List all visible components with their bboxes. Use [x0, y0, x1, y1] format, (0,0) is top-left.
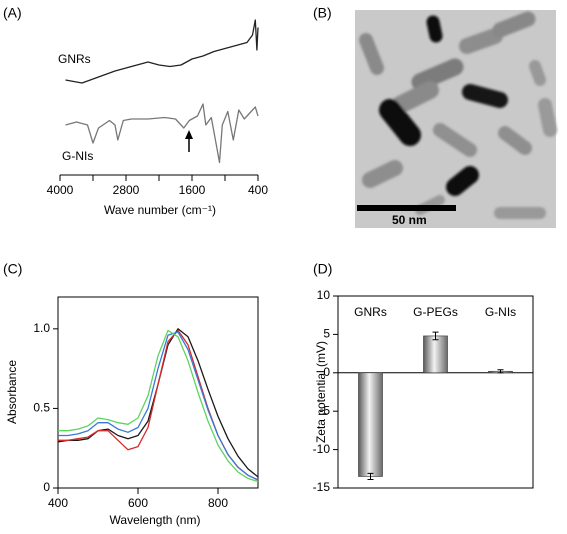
arrow — [185, 130, 193, 152]
error-bar — [367, 472, 374, 481]
y-tick-label: 0 — [43, 480, 50, 494]
x-tick-label: 400 — [248, 183, 268, 197]
panel-label: (A) — [3, 5, 22, 21]
y-tick-label: 0.5 — [33, 401, 50, 415]
series-line — [58, 331, 259, 481]
series-line — [65, 19, 259, 84]
y-tick-label: -10 — [313, 442, 331, 456]
x-tick-label: 600 — [128, 496, 148, 510]
x-axis-label: Wavelength (nm) — [110, 513, 201, 527]
y-tick-label: 5 — [323, 327, 330, 341]
bar — [358, 372, 383, 477]
x-tick-label: 4000 — [47, 183, 74, 197]
x-tick-label: 1600 — [179, 183, 206, 197]
panel-label: (B) — [313, 5, 332, 21]
y-axis-label: Absorbance — [5, 360, 19, 424]
x-tick-label: 2800 — [113, 183, 140, 197]
y-tick-label: 0 — [323, 365, 330, 379]
scale-bar-label: 50 nm — [392, 213, 427, 227]
error-bar — [432, 331, 439, 341]
series-label: GNRs — [58, 52, 91, 66]
x-tick-label: 400 — [48, 496, 68, 510]
series-line — [58, 329, 259, 481]
plot-frame — [57, 296, 259, 489]
bar — [423, 335, 448, 374]
panel-label: (D) — [313, 261, 332, 277]
tem-image — [355, 10, 557, 228]
series-line — [58, 329, 259, 483]
x-axis-label: Wave number (cm⁻¹) — [104, 203, 216, 217]
panel-label: (C) — [3, 261, 22, 277]
y-tick-label: -5 — [319, 403, 330, 417]
category-label: G-PEGs — [413, 305, 458, 319]
y-tick-label: -15 — [313, 480, 331, 494]
y-tick-label: 10 — [317, 288, 331, 302]
category-label: G-NIs — [485, 305, 516, 319]
y-tick-label: 1.0 — [33, 321, 50, 335]
series-line — [65, 103, 259, 164]
series-label: G-NIs — [62, 149, 93, 163]
error-bar — [497, 369, 504, 374]
category-label: GNRs — [354, 305, 387, 319]
x-tick-label: 800 — [208, 496, 228, 510]
y-axis-label: Zeta potential (mV) — [314, 341, 328, 443]
plot-frame — [337, 295, 534, 489]
